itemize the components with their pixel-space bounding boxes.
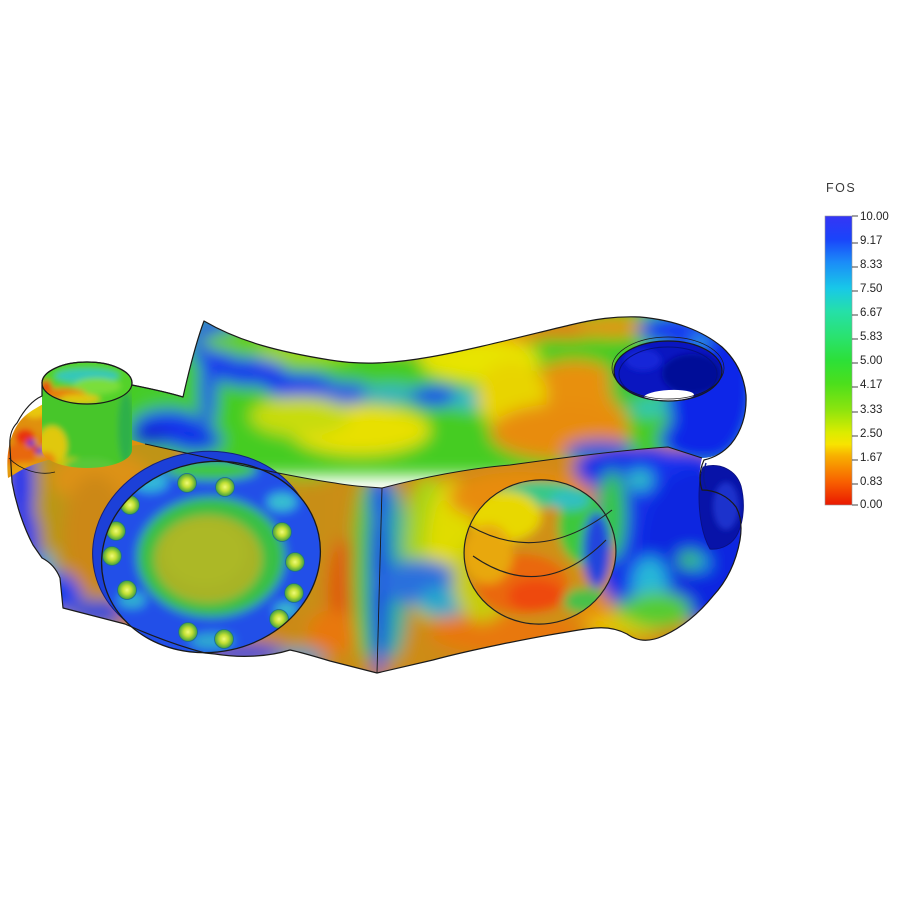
legend-tick-label: 4.17 <box>860 379 882 391</box>
legend-tick-label: 0.00 <box>860 499 882 511</box>
flange-front-edge <box>100 460 322 654</box>
legend-tick-label: 5.00 <box>860 355 882 367</box>
bolt-hole <box>102 546 122 566</box>
legend-tick-label: 9.17 <box>860 235 882 247</box>
legend-tick-labels: 10.00 9.17 8.33 7.50 6.67 5.83 5.00 4.17… <box>860 211 889 511</box>
legend-tick-label: 5.83 <box>860 331 882 343</box>
model-edges <box>8 316 747 674</box>
pocket-inner-arc <box>472 539 607 577</box>
legend-tick-label: 8.33 <box>860 259 882 271</box>
hole-chamfer-edge <box>611 336 725 400</box>
legend-colorbar <box>824 215 853 506</box>
boss-cylinder <box>41 361 133 468</box>
pocket-inner-arc <box>469 509 613 544</box>
hole-through-gap <box>644 389 694 401</box>
fea-model <box>7 316 747 674</box>
legend-title: FOS <box>826 181 856 195</box>
legend-tick-label: 3.33 <box>860 404 882 416</box>
front-top-edge-right <box>381 446 703 489</box>
legend-tick-label: 2.50 <box>860 428 882 440</box>
ledge-front-edge <box>8 457 56 474</box>
legend-tick-label: 6.67 <box>860 307 882 319</box>
clevis-upper-hole <box>611 336 725 402</box>
legend-tick-label: 0.83 <box>860 476 882 488</box>
pocket-rim-edge <box>463 479 617 625</box>
bolt-hole <box>177 473 197 493</box>
corner-edge <box>376 487 383 674</box>
bolt-hole <box>215 477 235 497</box>
legend-tick-label: 1.67 <box>860 452 882 464</box>
wall-top-edge <box>131 384 184 398</box>
bolt-hole <box>272 522 292 542</box>
legend-tick-label: 7.50 <box>860 283 882 295</box>
clevis-notch-wall-edge <box>703 462 707 489</box>
bolt-hole <box>117 580 137 600</box>
front-top-edge-left <box>144 443 383 489</box>
silhouette-outline <box>9 316 747 674</box>
legend-tick-label: 10.00 <box>860 211 889 223</box>
legend-tick-marks <box>852 215 858 506</box>
fos-legend: FOS 10.00 9.17 8.33 7.50 6.67 5.83 5.00 … <box>824 181 889 511</box>
bolt-hole <box>214 629 234 649</box>
hole-outer-rim <box>613 340 723 402</box>
bolt-hole <box>284 583 304 603</box>
clevis-lower-hole <box>698 462 744 550</box>
bolt-hole <box>178 622 198 642</box>
bolt-hole <box>285 552 305 572</box>
